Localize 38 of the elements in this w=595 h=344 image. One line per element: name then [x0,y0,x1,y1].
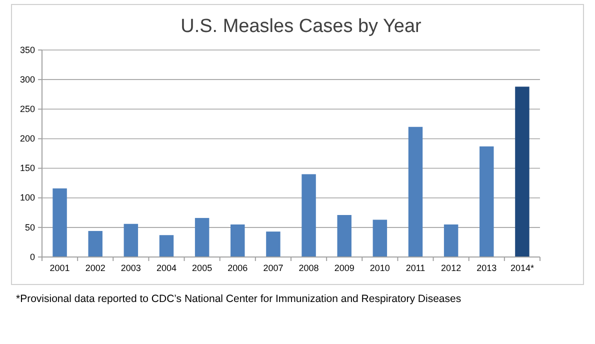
text: *Provisional data reported to CDC’s National Center for Immunization and Respiratory Diseases [16,293,462,305]
x-tick-label: 2004 [156,262,177,273]
x-tick-label: 2011 [406,262,426,273]
bar [372,220,388,257]
x-tick-label: 2005 [192,262,212,273]
x-tick-label: 2009 [334,262,354,273]
y-tick-label: 150 [20,163,35,174]
bar [230,224,245,257]
bar [337,215,352,257]
bar [88,230,102,257]
bar [159,235,174,257]
x-tick-label: 2013 [476,262,497,273]
bar [266,232,280,257]
bar [52,188,67,257]
bar [444,224,458,257]
x-tick-label: 2012 [441,262,462,273]
y-tick-label: 350 [20,44,35,55]
y-tick-label: 100 [20,192,35,203]
bar [408,126,423,257]
x-tick-label: 2007 [263,262,284,273]
y-tick-label: 300 [20,74,35,84]
x-tick-label: 2014* [510,262,534,273]
x-tick-label: 2001 [50,262,70,273]
x-tick-label: 2002 [85,262,106,273]
x-tick-label: 2003 [120,262,141,273]
bar [194,218,210,257]
x-tick-label: 2008 [298,262,319,273]
bar [515,86,530,257]
y-tick-label: 0 [30,252,35,262]
bar [302,174,316,257]
x-tick-label: 2010 [370,262,390,273]
y-tick-label: 200 [20,134,35,144]
y-tick-label: 250 [20,104,35,114]
y-tick-label: 50 [24,222,35,232]
chart-title: U.S. Measles Cases by Year [180,16,422,37]
bar [480,146,494,257]
bar [124,224,138,257]
x-tick-label: 2006 [228,262,248,273]
